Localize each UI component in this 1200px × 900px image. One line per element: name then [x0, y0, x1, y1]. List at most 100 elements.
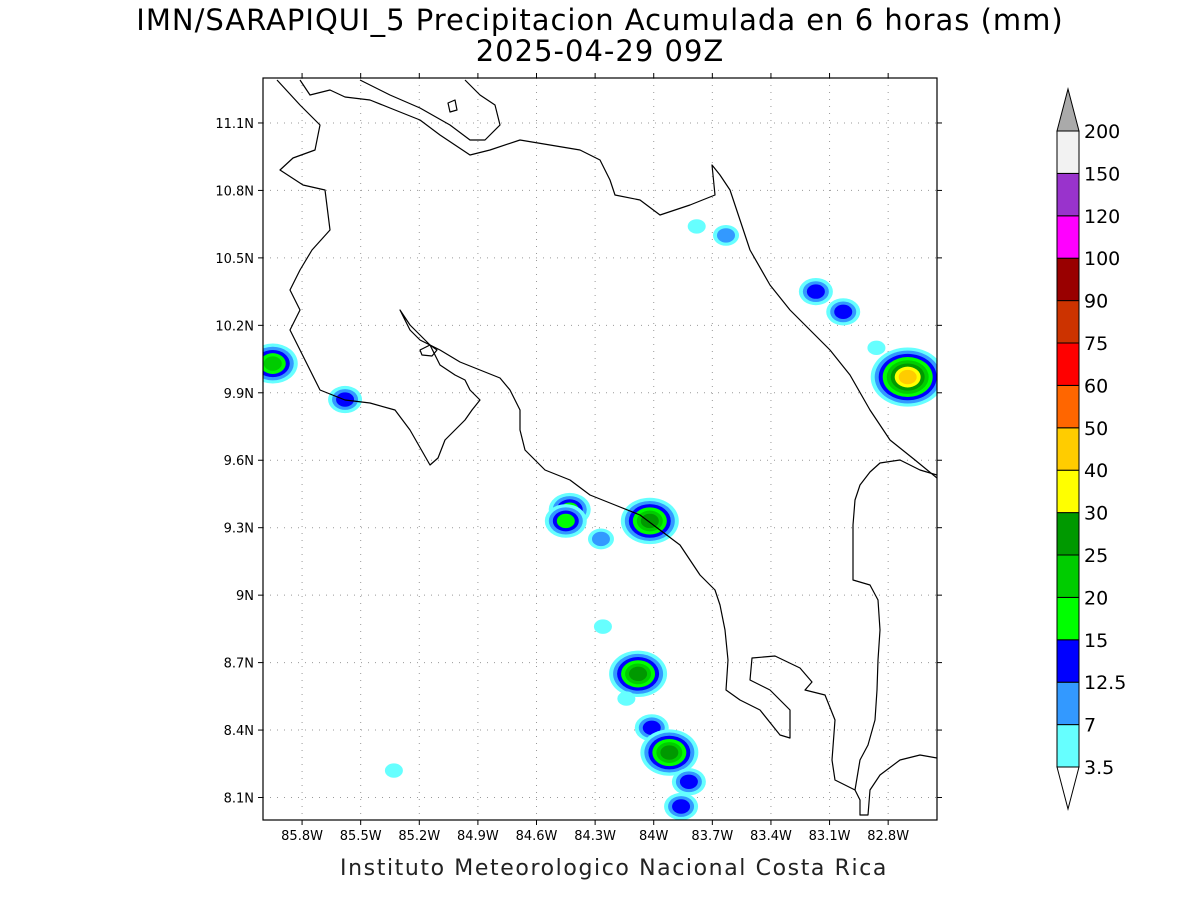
colorbar-label: 12.5	[1084, 672, 1126, 694]
y-tick-label: 8.7N	[224, 657, 254, 672]
axis-ticks: 85.8W 85.5W 85.2W 84.9W 84.6W 84.3W 84W 83.7W 83…	[215, 73, 942, 844]
x-tick-label: 85.8W	[281, 829, 323, 844]
colorbar-label: 50	[1084, 418, 1108, 440]
colorbar-label: 40	[1084, 460, 1108, 482]
colorbar-label: 15	[1084, 630, 1108, 652]
x-tick-label: 85.2W	[398, 829, 440, 844]
y-tick-label: 10.8N	[215, 184, 254, 199]
y-tick-label: 10.2N	[215, 319, 254, 334]
colorbar-swatch	[1056, 512, 1080, 556]
caribbean-coastline	[299, 79, 937, 479]
map-title: IMN/SARAPIQUI_5 Precipitacion Acumulada …	[136, 3, 1064, 37]
lake-island	[447, 99, 458, 113]
x-tick-label: 85.5W	[340, 829, 382, 844]
coastlines	[276, 79, 937, 816]
precip-cell	[870, 347, 937, 407]
colorbar-label: 60	[1084, 375, 1108, 397]
x-tick-label: 83.1W	[809, 829, 851, 844]
y-tick-label: 10.5N	[215, 252, 254, 267]
precip-contour	[593, 619, 612, 634]
lake-shore	[359, 79, 501, 141]
precip-cell	[640, 729, 699, 776]
precip-cell	[671, 768, 706, 796]
colorbar-swatch	[1056, 469, 1080, 514]
precip-contour	[617, 691, 636, 706]
x-tick-label: 83.4W	[750, 829, 792, 844]
grid-lines	[263, 78, 937, 820]
colorbar-swatch	[1056, 554, 1080, 598]
colorbar-swatch	[1056, 215, 1080, 259]
colorbar-swatch	[1056, 681, 1080, 726]
x-tick-label: 84W	[639, 829, 669, 844]
colorbar-swatch	[1056, 172, 1080, 217]
colorbar-label: 200	[1084, 121, 1120, 143]
precip-cell	[587, 528, 614, 550]
map-date: 2025-04-29 09Z	[475, 34, 725, 68]
precip-contour	[263, 356, 282, 371]
precip-contour	[806, 284, 825, 299]
x-tick-label: 84.3W	[574, 829, 616, 844]
colorbar-swatch	[1056, 639, 1080, 683]
x-tick-label: 83.7W	[691, 829, 733, 844]
precip-cell	[620, 497, 679, 545]
precip-contour	[679, 774, 698, 789]
precip-contour	[629, 666, 648, 682]
x-tick-label: 84.6W	[516, 829, 558, 844]
colorbar-swatch	[1056, 257, 1080, 302]
colorbar-label: 100	[1084, 248, 1120, 270]
precip-cell	[867, 340, 886, 356]
colorbar-swatch	[1056, 596, 1080, 641]
precip-cell	[263, 343, 298, 384]
y-tick-label: 9.6N	[224, 454, 254, 469]
precip-cell	[609, 650, 668, 698]
precip-cell	[713, 224, 740, 246]
precip-contour	[834, 304, 853, 320]
precip-contour	[717, 228, 736, 243]
colorbar: 3.5 7 12.5 15 20 25 30 40 50 60 75 90 100 120 150 200	[1056, 87, 1126, 811]
colorbar-label: 150	[1084, 163, 1120, 185]
colorbar-label: 90	[1084, 291, 1108, 313]
colorbar-label: 30	[1084, 503, 1108, 525]
y-tick-label: 9.9N	[224, 387, 254, 402]
gulf-island	[419, 344, 438, 357]
precip-contour	[591, 531, 610, 547]
precip-cell	[544, 504, 587, 538]
x-tick-label: 84.9W	[457, 829, 499, 844]
y-tick-label: 8.4N	[224, 724, 254, 739]
colorbar-label: 75	[1084, 333, 1108, 355]
precip-cell	[593, 619, 612, 634]
colorbar-swatch	[1056, 130, 1080, 174]
colorbar-label: 3.5	[1084, 757, 1114, 779]
precip-cell	[687, 219, 706, 234]
colorbar-under-arrow	[1056, 766, 1080, 811]
colorbar-swatch	[1056, 300, 1080, 344]
plot-frame	[262, 77, 938, 821]
precip-cell	[664, 792, 699, 820]
y-tick-label: 11.1N	[215, 117, 254, 132]
precip-contour	[384, 763, 403, 778]
precip-contour	[672, 799, 691, 814]
panama-border	[852, 459, 937, 791]
precip-contour	[640, 513, 659, 529]
colorbar-over-arrow	[1056, 87, 1080, 132]
colorbar-swatch	[1056, 427, 1080, 471]
footer-credit: Instituto Meteorologico Nacional Costa R…	[340, 856, 888, 881]
pacific-coastline	[276, 79, 937, 816]
precip-cell	[798, 278, 833, 306]
colorbar-swatch	[1056, 342, 1080, 386]
y-tick-label: 8.1N	[224, 792, 254, 807]
colorbar-swatch	[1056, 384, 1080, 429]
precip-cell	[826, 298, 861, 326]
colorbar-swatch	[1056, 724, 1080, 768]
colorbar-label: 25	[1084, 545, 1108, 567]
precip-contour	[556, 513, 575, 529]
precip-contour	[687, 219, 706, 234]
precipitation-shading	[263, 219, 937, 820]
precip-contour	[642, 720, 661, 736]
precip-cell	[384, 763, 403, 778]
x-tick-label: 82.8W	[867, 829, 909, 844]
colorbar-label: 7	[1084, 715, 1096, 737]
precip-contour	[660, 745, 679, 760]
precip-contour	[898, 369, 917, 385]
